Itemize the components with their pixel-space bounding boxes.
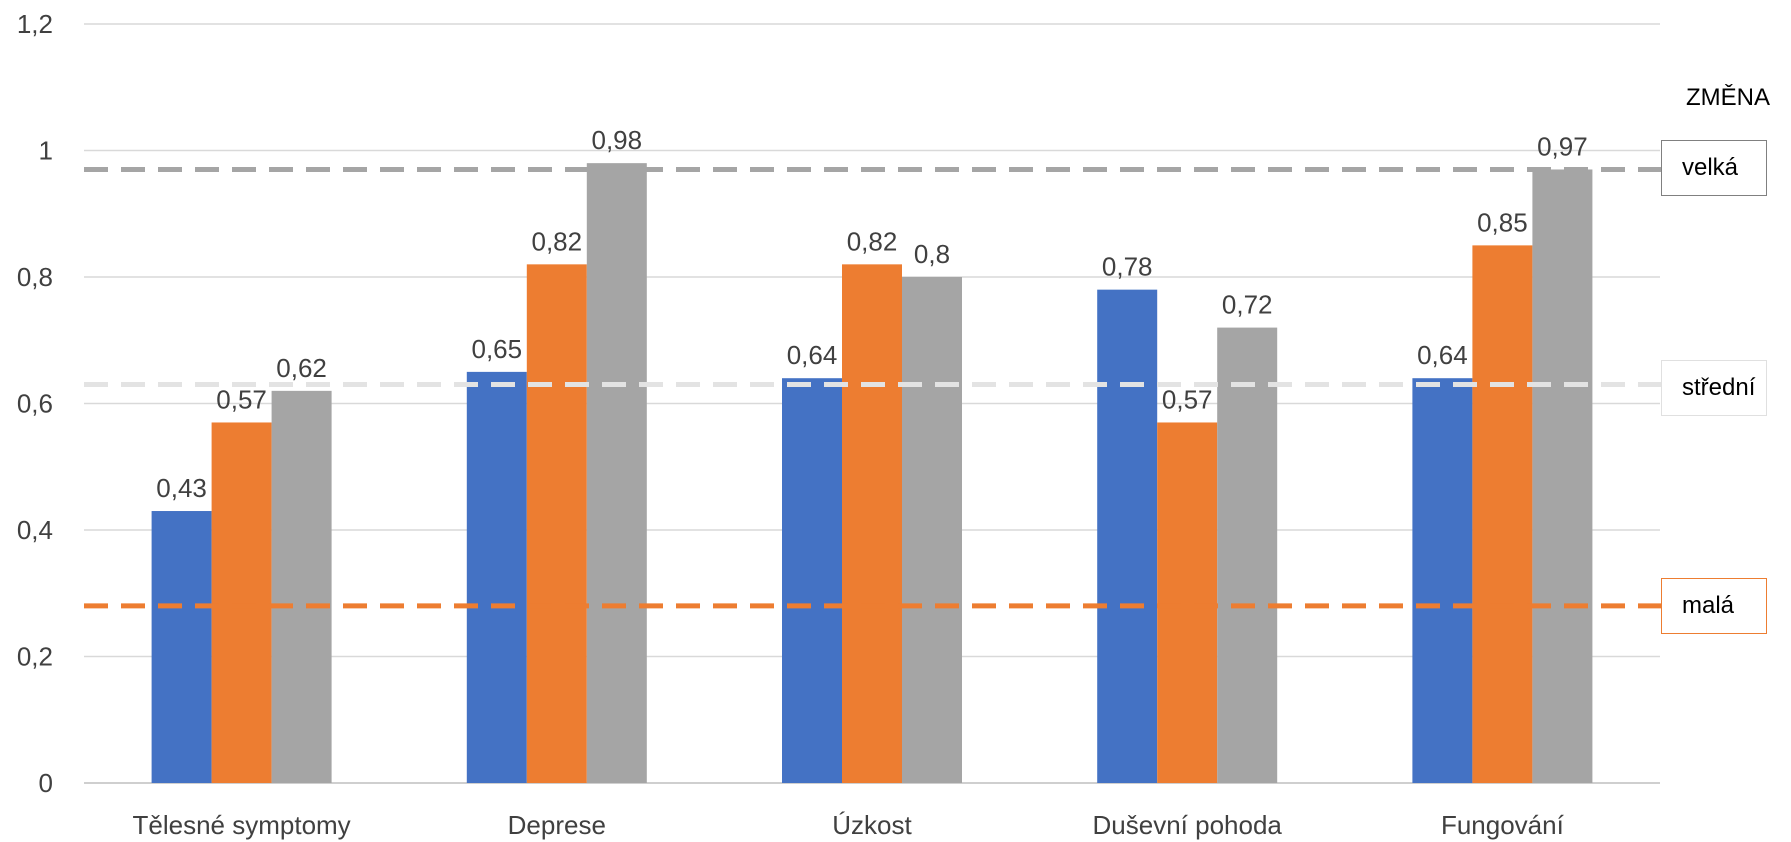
bar xyxy=(1157,422,1218,783)
data-label: 0,8 xyxy=(914,239,950,269)
bars xyxy=(151,163,1593,784)
data-label: 0,57 xyxy=(216,384,267,414)
y-tick-label: 1 xyxy=(39,136,53,166)
data-label: 0,78 xyxy=(1102,252,1153,282)
data-label: 0,43 xyxy=(156,473,207,503)
data-label: 0,65 xyxy=(471,334,522,364)
y-tick-label: 0,4 xyxy=(17,515,53,545)
data-label: 0,72 xyxy=(1222,290,1273,320)
category-label: Fungování xyxy=(1441,810,1565,840)
category-label: Deprese xyxy=(508,810,606,840)
category-label: Duševní pohoda xyxy=(1093,810,1283,840)
bar xyxy=(586,163,647,783)
reference-legend-title: ZMĚNA xyxy=(1686,84,1770,111)
bar xyxy=(842,264,902,784)
bar xyxy=(1532,169,1593,784)
category-label: Tělesné symptomy xyxy=(133,810,351,840)
data-label: 0,85 xyxy=(1477,207,1528,237)
bar xyxy=(1412,378,1473,783)
category-label: Úzkost xyxy=(832,810,912,840)
reference-label-velka: velká xyxy=(1661,140,1767,196)
reference-label-stredni: střední xyxy=(1661,360,1767,416)
y-tick-label: 0 xyxy=(39,768,53,798)
data-label: 0,62 xyxy=(276,353,327,383)
y-tick-label: 0,8 xyxy=(17,262,53,292)
y-tick-label: 1,2 xyxy=(17,9,53,39)
data-label: 0,64 xyxy=(787,340,838,370)
bar xyxy=(782,378,842,783)
bar xyxy=(1217,327,1278,783)
data-label: 0,57 xyxy=(1162,384,1213,414)
bar xyxy=(526,264,587,784)
data-label: 0,98 xyxy=(591,125,642,155)
data-label: 0,82 xyxy=(531,226,582,256)
bar xyxy=(271,390,332,783)
y-tick-label: 0,6 xyxy=(17,389,53,419)
data-label: 0,82 xyxy=(847,226,898,256)
bar xyxy=(902,277,962,783)
bar xyxy=(1097,289,1158,783)
bar xyxy=(211,422,272,783)
bar xyxy=(151,511,212,783)
reference-lines xyxy=(84,166,1661,609)
data-labels: 0,43 0,57 0,62 0,65 0,82 0,98 0,64 0,82 0,8 0,78 0… xyxy=(156,125,1587,503)
y-tick-label: 0,2 xyxy=(17,642,53,672)
data-label: 0,64 xyxy=(1417,340,1468,370)
data-label: 0,97 xyxy=(1537,131,1588,161)
y-axis-ticks: 0 0,2 0,4 0,6 0,8 1 1,2 xyxy=(17,9,53,798)
category-labels: Tělesné symptomy Deprese Úzkost Duševní poh… xyxy=(133,810,1565,840)
bar xyxy=(466,371,527,783)
bar xyxy=(1472,245,1533,783)
reference-label-mala: malá xyxy=(1661,578,1767,634)
